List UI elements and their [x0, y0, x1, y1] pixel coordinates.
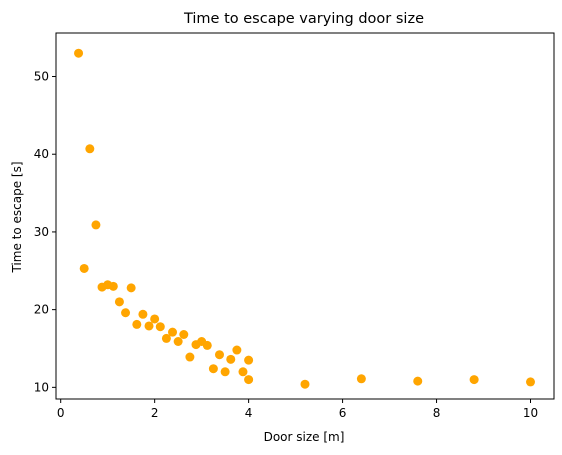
data-point [114, 297, 124, 307]
axes-frame [55, 32, 555, 400]
data-point [150, 314, 160, 324]
y-tick-label: 40 [34, 147, 49, 161]
data-point [232, 345, 242, 355]
y-axis-ticks: 10 20 30 40 50 [34, 70, 56, 394]
data-point [132, 319, 142, 329]
y-axis-label: Time to escape [s] [10, 161, 24, 273]
data-point [202, 340, 212, 350]
data-point [155, 322, 165, 332]
data-point [144, 321, 154, 331]
data-point [356, 374, 366, 384]
data-point [300, 379, 310, 389]
data-point [126, 283, 136, 293]
x-tick-label: 4 [245, 406, 253, 420]
data-point [469, 375, 479, 385]
x-axis-label: Door size [m] [264, 430, 345, 444]
data-point [74, 48, 84, 58]
x-tick-label: 6 [339, 406, 347, 420]
data-point [185, 352, 195, 362]
data-point [161, 333, 171, 343]
data-point [79, 263, 89, 273]
x-tick-label: 0 [57, 406, 65, 420]
x-axis-ticks: 0 2 4 6 8 10 [57, 399, 538, 420]
data-point [220, 367, 230, 377]
data-point [526, 377, 536, 387]
data-point [121, 308, 131, 318]
data-point [208, 364, 218, 374]
data-point [168, 327, 178, 337]
x-tick-label: 8 [433, 406, 441, 420]
y-tick-label: 20 [34, 303, 49, 317]
y-tick-label: 30 [34, 225, 49, 239]
y-tick-label: 10 [34, 380, 49, 394]
data-point [91, 220, 101, 230]
data-point [413, 376, 423, 386]
data-point [85, 144, 95, 154]
data-point [244, 355, 254, 365]
data-point [226, 354, 236, 364]
data-point [179, 330, 189, 340]
x-tick-label: 10 [523, 406, 538, 420]
y-tick-label: 50 [34, 70, 49, 84]
data-point [238, 367, 248, 377]
plot-area-border [55, 32, 555, 400]
data-point [138, 309, 148, 319]
data-point [173, 336, 183, 346]
data-point [108, 281, 118, 291]
data-point [244, 375, 254, 385]
data-point [214, 350, 224, 360]
x-tick-label: 2 [151, 406, 159, 420]
data-points [74, 48, 536, 389]
chart-title: Time to escape varying door size [183, 11, 424, 27]
